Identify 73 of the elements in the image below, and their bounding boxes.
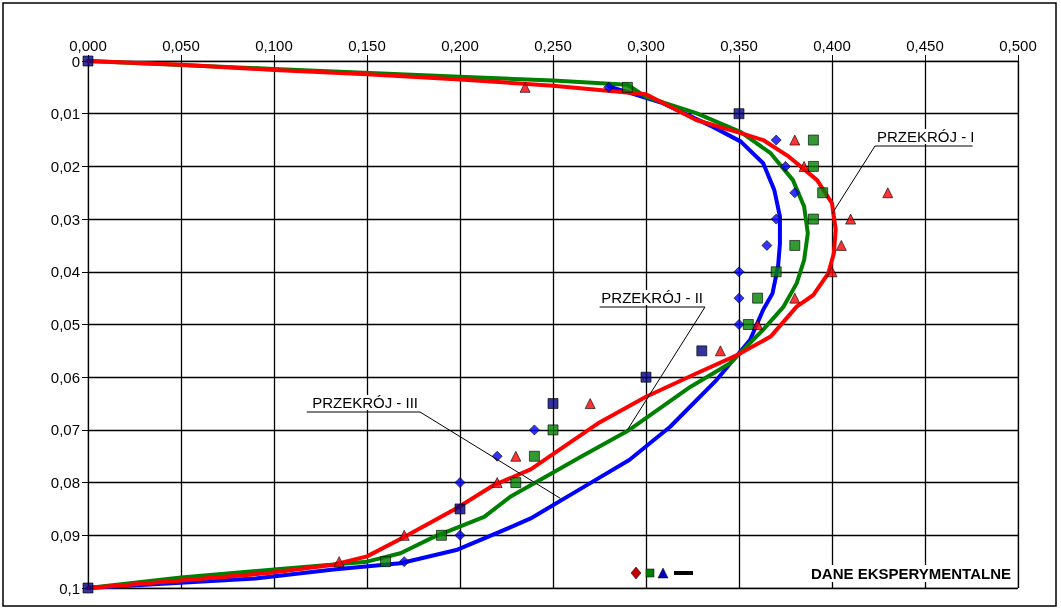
point xyxy=(808,213,819,225)
y-tick-label: 0,07 xyxy=(50,421,80,439)
point xyxy=(510,450,522,462)
point xyxy=(622,81,633,93)
point xyxy=(826,266,838,278)
x-tick-label: 0,100 xyxy=(255,37,293,54)
annotation: PRZEKRÓJ - II xyxy=(601,289,703,306)
point xyxy=(454,529,466,541)
point xyxy=(454,477,466,488)
point xyxy=(398,556,410,568)
y-tick-label: 0,1 xyxy=(59,579,80,597)
point xyxy=(761,240,773,251)
point xyxy=(640,371,652,383)
annotation: PRZEKRÓJ - III xyxy=(312,394,418,411)
y-tick-label: 0,08 xyxy=(50,474,80,492)
point xyxy=(696,345,708,357)
point xyxy=(789,240,801,251)
y-tick-label: 0,02 xyxy=(50,157,80,175)
x-tick-label: 0,000 xyxy=(69,37,107,54)
point xyxy=(733,319,745,330)
point xyxy=(380,556,391,568)
point xyxy=(770,134,782,146)
point xyxy=(733,292,745,304)
point xyxy=(817,187,829,199)
point xyxy=(770,266,782,278)
point xyxy=(529,424,540,436)
point xyxy=(510,477,522,488)
point xyxy=(742,319,754,330)
point xyxy=(770,213,782,225)
point xyxy=(529,450,540,462)
point xyxy=(798,161,810,172)
point xyxy=(835,240,847,251)
y-tick-label: 0 xyxy=(71,52,80,70)
y-tick-label: 0,04 xyxy=(50,263,80,281)
x-tick-label: 0,350 xyxy=(720,37,758,54)
point xyxy=(519,81,531,93)
x-tick-label: 0,150 xyxy=(348,37,386,54)
point xyxy=(808,134,819,146)
point xyxy=(845,213,856,225)
point xyxy=(547,424,559,436)
y-tick-label: 0,03 xyxy=(50,210,80,228)
x-tick-label: 0,450 xyxy=(906,37,944,54)
y-tick-label: 0,05 xyxy=(50,316,80,333)
point xyxy=(715,345,726,357)
point xyxy=(752,292,763,304)
x-tick-label: 0,200 xyxy=(441,37,479,54)
point xyxy=(789,134,801,146)
point xyxy=(780,161,791,172)
point xyxy=(547,398,559,409)
y-tick-label: 0,09 xyxy=(50,526,80,544)
point xyxy=(584,398,596,409)
point xyxy=(491,477,503,488)
point xyxy=(454,503,466,515)
annotation: PRZEKRÓJ - I xyxy=(877,128,975,145)
point xyxy=(808,161,819,172)
x-tick-label: 0,300 xyxy=(627,37,665,54)
y-tick-label: 0,06 xyxy=(50,368,80,386)
point xyxy=(789,292,801,304)
x-tick-label: 0,400 xyxy=(813,37,851,54)
point xyxy=(398,529,410,541)
point xyxy=(752,319,763,330)
point xyxy=(333,556,345,568)
y-tick-label: 0,01 xyxy=(50,105,80,123)
point xyxy=(733,266,745,278)
point xyxy=(603,81,615,93)
x-tick-label: 0,250 xyxy=(534,37,572,54)
x-tick-label: 0,500 xyxy=(999,37,1037,54)
point xyxy=(733,108,745,120)
x-tick-label: 0,050 xyxy=(162,37,200,54)
point xyxy=(882,187,894,199)
point xyxy=(436,529,447,541)
point xyxy=(789,187,801,199)
annotation: DANE EKSPERYMENTALNE xyxy=(810,565,1012,582)
